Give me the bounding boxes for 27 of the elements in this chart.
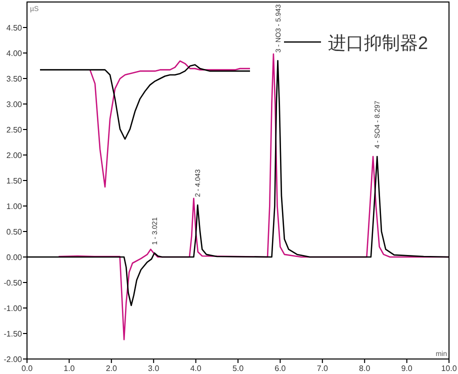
y-tick-label: 2.00	[6, 151, 23, 160]
y-tick-label: -1.50	[4, 330, 23, 338]
legend-label: 进口抑制器2	[328, 33, 428, 53]
x-tick-label: 0.0	[21, 364, 34, 373]
x-tick-label: 1.0	[64, 364, 76, 373]
y-tick-label: 4.50	[6, 24, 23, 32]
y-tick-label: 2.50	[6, 126, 23, 134]
y-tick-label: -0.50	[4, 278, 23, 288]
x-tick-label: 9.0	[401, 364, 413, 373]
x-tick-label: 5.0	[232, 364, 244, 373]
x-tick-label: 2.0	[106, 364, 118, 373]
y-tick-label: -1.00	[4, 304, 23, 313]
y-tick-label: 1.00	[6, 202, 23, 211]
x-tick-label: 7.0	[316, 364, 329, 373]
y-tick-label: 3.00	[6, 100, 23, 109]
x-tick-label: 3.0	[148, 364, 160, 373]
legend: 进口抑制器2	[284, 33, 428, 53]
x-tick-label: 10.0	[441, 364, 458, 373]
x-tick-label: 8.0	[359, 364, 371, 373]
y-tick-label: 1.50	[6, 176, 23, 186]
y-tick-label: 4.00	[6, 49, 23, 58]
y-tick-label: -2.00	[4, 355, 23, 364]
x-tick-label: 4.0	[190, 364, 202, 373]
x-tick-label: 6.0	[274, 364, 286, 373]
y-tick-label: 0.50	[6, 228, 23, 236]
y-tick-label: 3.50	[6, 74, 23, 84]
y-tick-label: 0.00	[6, 253, 23, 262]
